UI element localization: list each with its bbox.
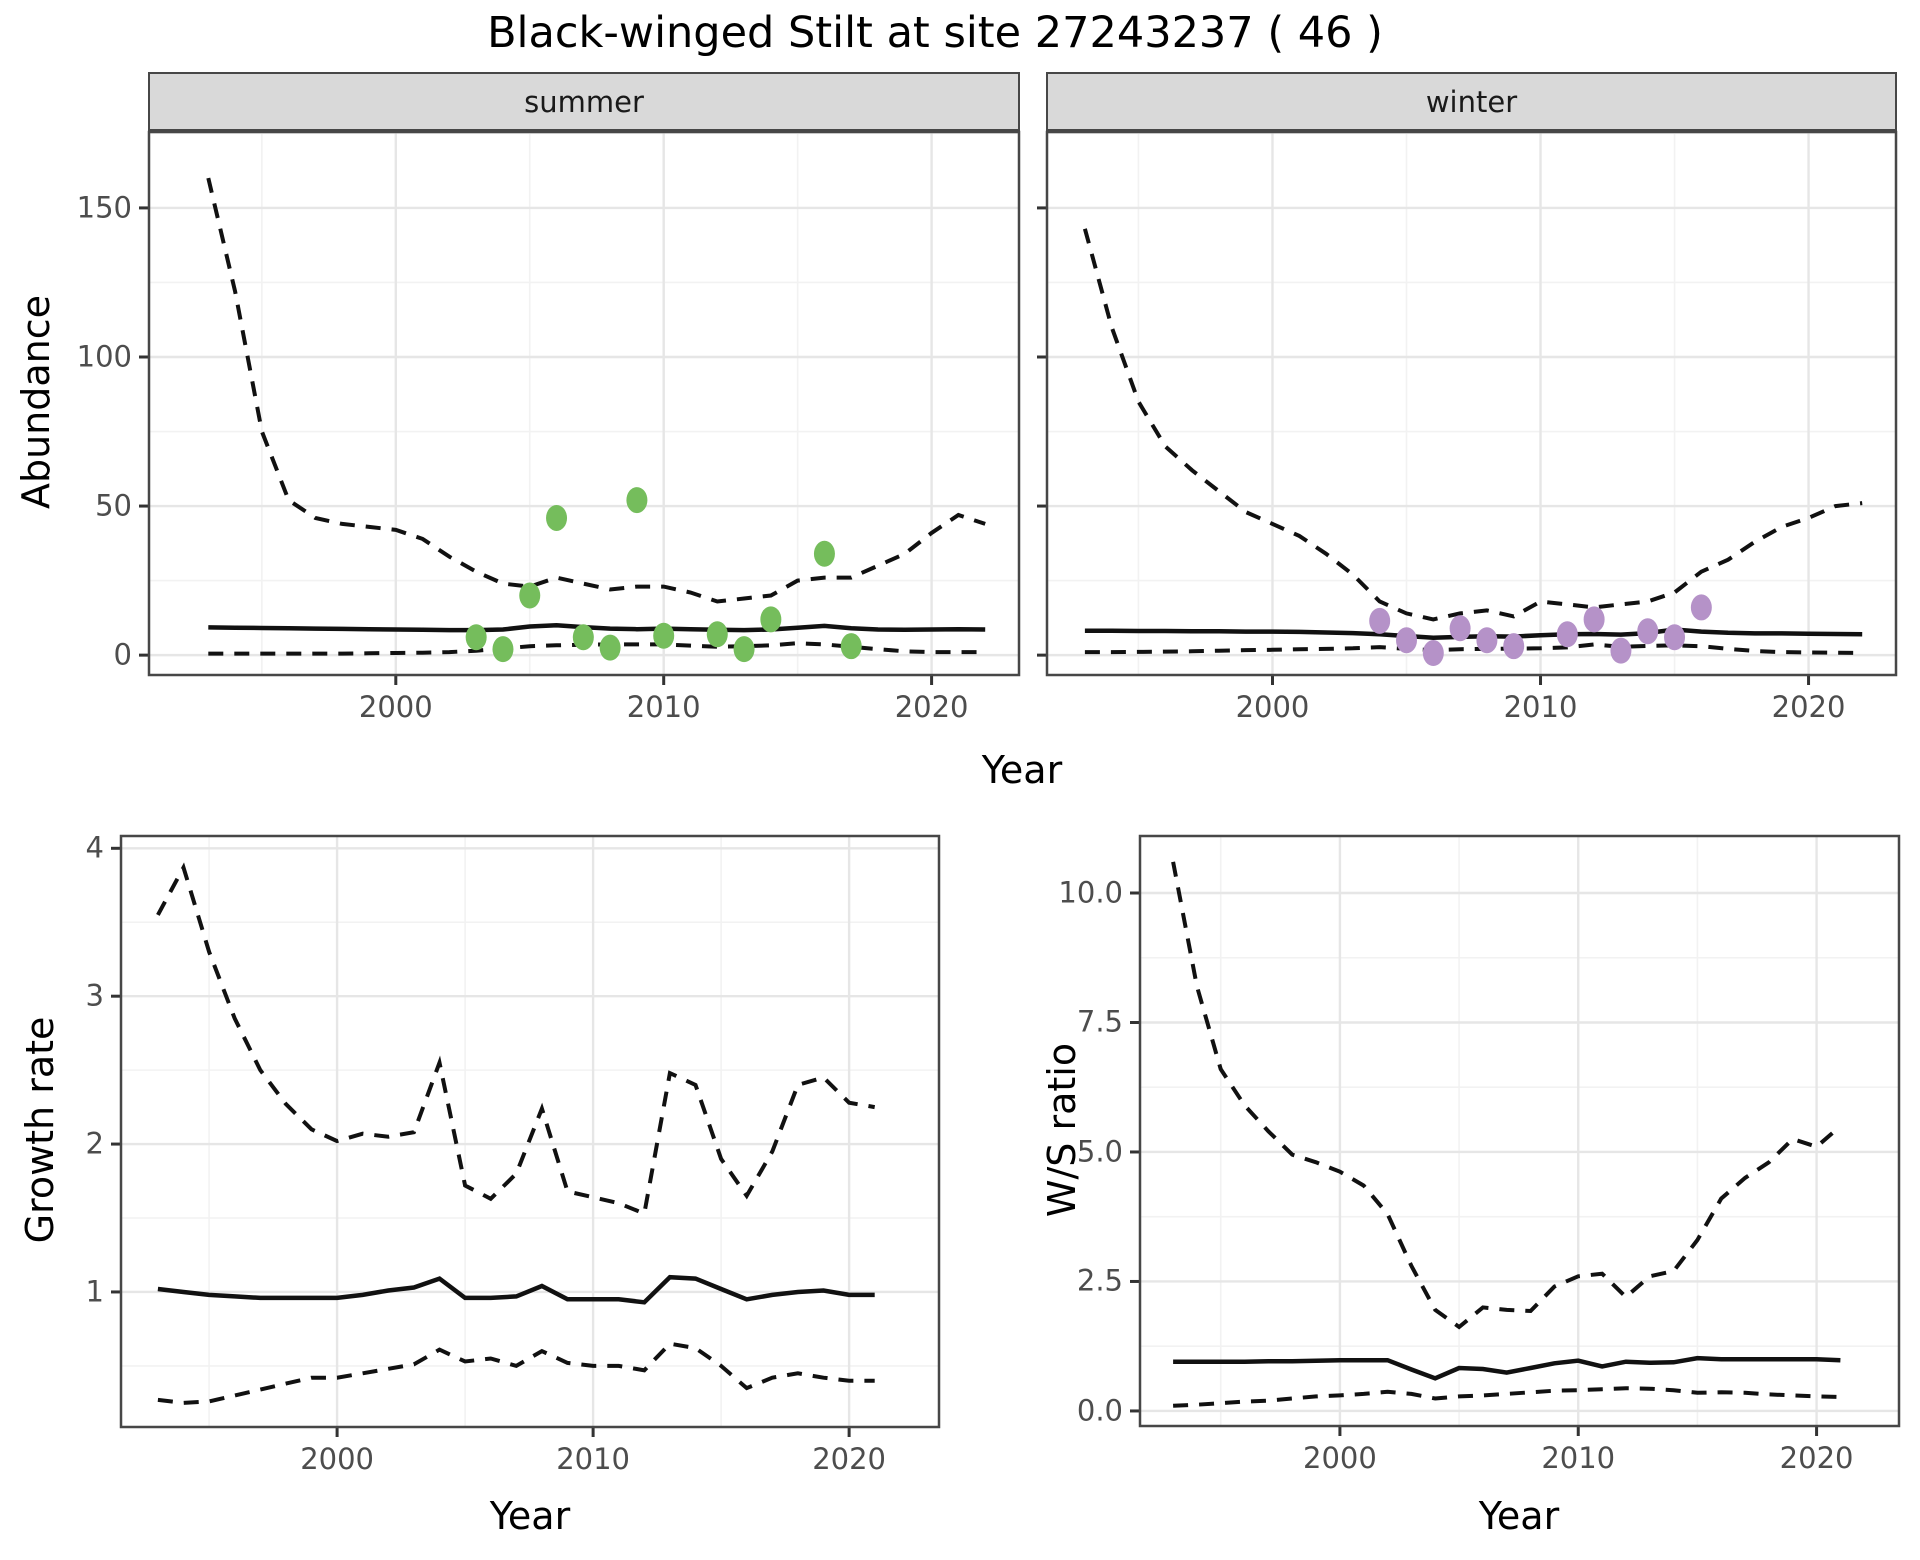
abundance-summer-data-point <box>519 582 541 609</box>
chart-title: Black-winged Stilt at site 27243237 ( 46… <box>487 8 1383 58</box>
abundance-winter-median-line <box>1084 627 1863 641</box>
growth-rate-y-tick-label: 1 <box>85 1274 104 1309</box>
abundance-summer-y-tick-label: 150 <box>76 190 132 225</box>
abundance-summer-x-tick-label: 2000 <box>358 690 433 724</box>
abundance-summer-data-point <box>706 621 728 648</box>
abundance-y-axis-title: Abundance <box>14 294 58 510</box>
abundance-winter-data-point <box>1369 607 1391 634</box>
ws-ratio-upper_ci-line <box>1171 861 1842 1330</box>
growth-rate-upper_ci-line <box>156 862 876 1217</box>
abundance-summer-y-tick-label: 0 <box>113 637 132 672</box>
growth-rate-lower_ci-line <box>157 1341 875 1405</box>
abundance-summer-panel: 2000 2010 2020 0 50 100 150 <box>77 130 1021 724</box>
ws-ratio-median-line <box>1173 1355 1841 1381</box>
ws-ratio-y-tick-label: 0.0 <box>1076 1393 1123 1428</box>
abundance-x-axis-title: Year <box>981 748 1063 792</box>
abundance-winter-x-tick-label: 2010 <box>1503 690 1578 724</box>
ws-ratio-x-tick-label: 2000 <box>1303 1441 1377 1475</box>
ws-x-axis-title: Year <box>1478 1494 1560 1538</box>
growth-rate-plot <box>111 834 941 1437</box>
abundance-summer-data-point <box>626 487 648 514</box>
facet-strip-summer-label: summer <box>524 84 644 119</box>
facet-strip-summer: summer <box>148 72 1020 131</box>
growth-rate-y-tick-label: 2 <box>85 1126 104 1161</box>
abundance-summer-data-point <box>840 633 862 660</box>
abundance-winter-data-point <box>1637 618 1659 645</box>
ws-ratio-panel: 2000 2010 2020 0.0 2.5 5.0 7.5 10.0 <box>1058 834 1901 1475</box>
facet-strip-winter-label: winter <box>1425 84 1518 119</box>
ws-ratio-x-tick-label: 2010 <box>1541 1441 1616 1475</box>
abundance-summer-x-tick-label: 2010 <box>626 690 701 724</box>
abundance-winter-data-point <box>1396 627 1418 654</box>
abundance-winter-x-tick-label: 2020 <box>1771 690 1846 724</box>
abundance-winter-data-point <box>1583 606 1605 633</box>
abundance-winter-panel: 2000 2010 2020 <box>1037 130 1898 724</box>
growth-rate-y-tick-label: 3 <box>85 978 104 1013</box>
ws-ratio-x-tick-label: 2020 <box>1779 1441 1854 1475</box>
abundance-summer-data-point <box>465 624 487 651</box>
ws-y-axis-title: W/S ratio <box>1040 1042 1084 1218</box>
abundance-summer-data-point <box>599 634 621 661</box>
growth-rate-x-tick-label: 2000 <box>300 1442 374 1476</box>
growth-rate-x-tick-label: 2010 <box>556 1442 630 1476</box>
abundance-summer-plot <box>139 130 1021 685</box>
growth-rate-panel: 2000 2010 2020 1 2 3 4 <box>86 831 941 1476</box>
facet-strip-winter: winter <box>1046 72 1897 131</box>
ws-ratio-y-tick-label: 5.0 <box>1076 1134 1123 1169</box>
abundance-winter-data-point <box>1610 637 1632 664</box>
abundance-winter-data-point <box>1476 627 1498 654</box>
abundance-summer-data-point <box>492 636 514 663</box>
abundance-winter-data-point <box>1556 621 1578 648</box>
abundance-winter-data-point <box>1449 615 1471 642</box>
abundance-winter-data-point <box>1422 640 1444 667</box>
abundance-winter-x-tick-label: 2000 <box>1235 690 1310 724</box>
growth-rate-median-line <box>157 1274 875 1305</box>
ws-ratio-y-tick-label: 2.5 <box>1076 1263 1123 1298</box>
abundance-winter-upper_ci-line <box>1082 228 1863 622</box>
abundance-summer-data-point <box>572 624 594 651</box>
abundance-summer-data-point <box>760 606 782 633</box>
ws-ratio-y-tick-label: 7.5 <box>1076 1004 1123 1039</box>
abundance-summer-x-tick-label: 2020 <box>894 690 969 724</box>
growth-rate-x-tick-label: 2020 <box>812 1442 887 1476</box>
growth-rate-y-tick-label: 4 <box>85 830 104 865</box>
abundance-summer-data-point <box>546 504 568 531</box>
ws-ratio-lower_ci-line <box>1173 1386 1841 1408</box>
growth-x-axis-title: Year <box>489 1494 571 1538</box>
abundance-summer-data-point <box>733 636 755 663</box>
ws-ratio-plot <box>1130 834 1901 1436</box>
growth-y-axis-title: Growth rate <box>18 1016 62 1244</box>
abundance-summer-data-point <box>653 622 675 649</box>
abundance-summer-y-tick-label: 100 <box>76 339 132 374</box>
abundance-winter-plot <box>1037 130 1898 685</box>
abundance-winter-data-point <box>1690 594 1712 621</box>
abundance-winter-data-point <box>1503 633 1525 660</box>
abundance-summer-y-tick-label: 50 <box>95 488 132 523</box>
abundance-summer-upper_ci-line <box>206 177 986 604</box>
ws-ratio-y-tick-label: 10.0 <box>1058 875 1123 910</box>
abundance-summer-data-point <box>813 540 835 567</box>
abundance-winter-data-point <box>1664 624 1686 651</box>
abundance-summer-median-line <box>208 623 986 633</box>
